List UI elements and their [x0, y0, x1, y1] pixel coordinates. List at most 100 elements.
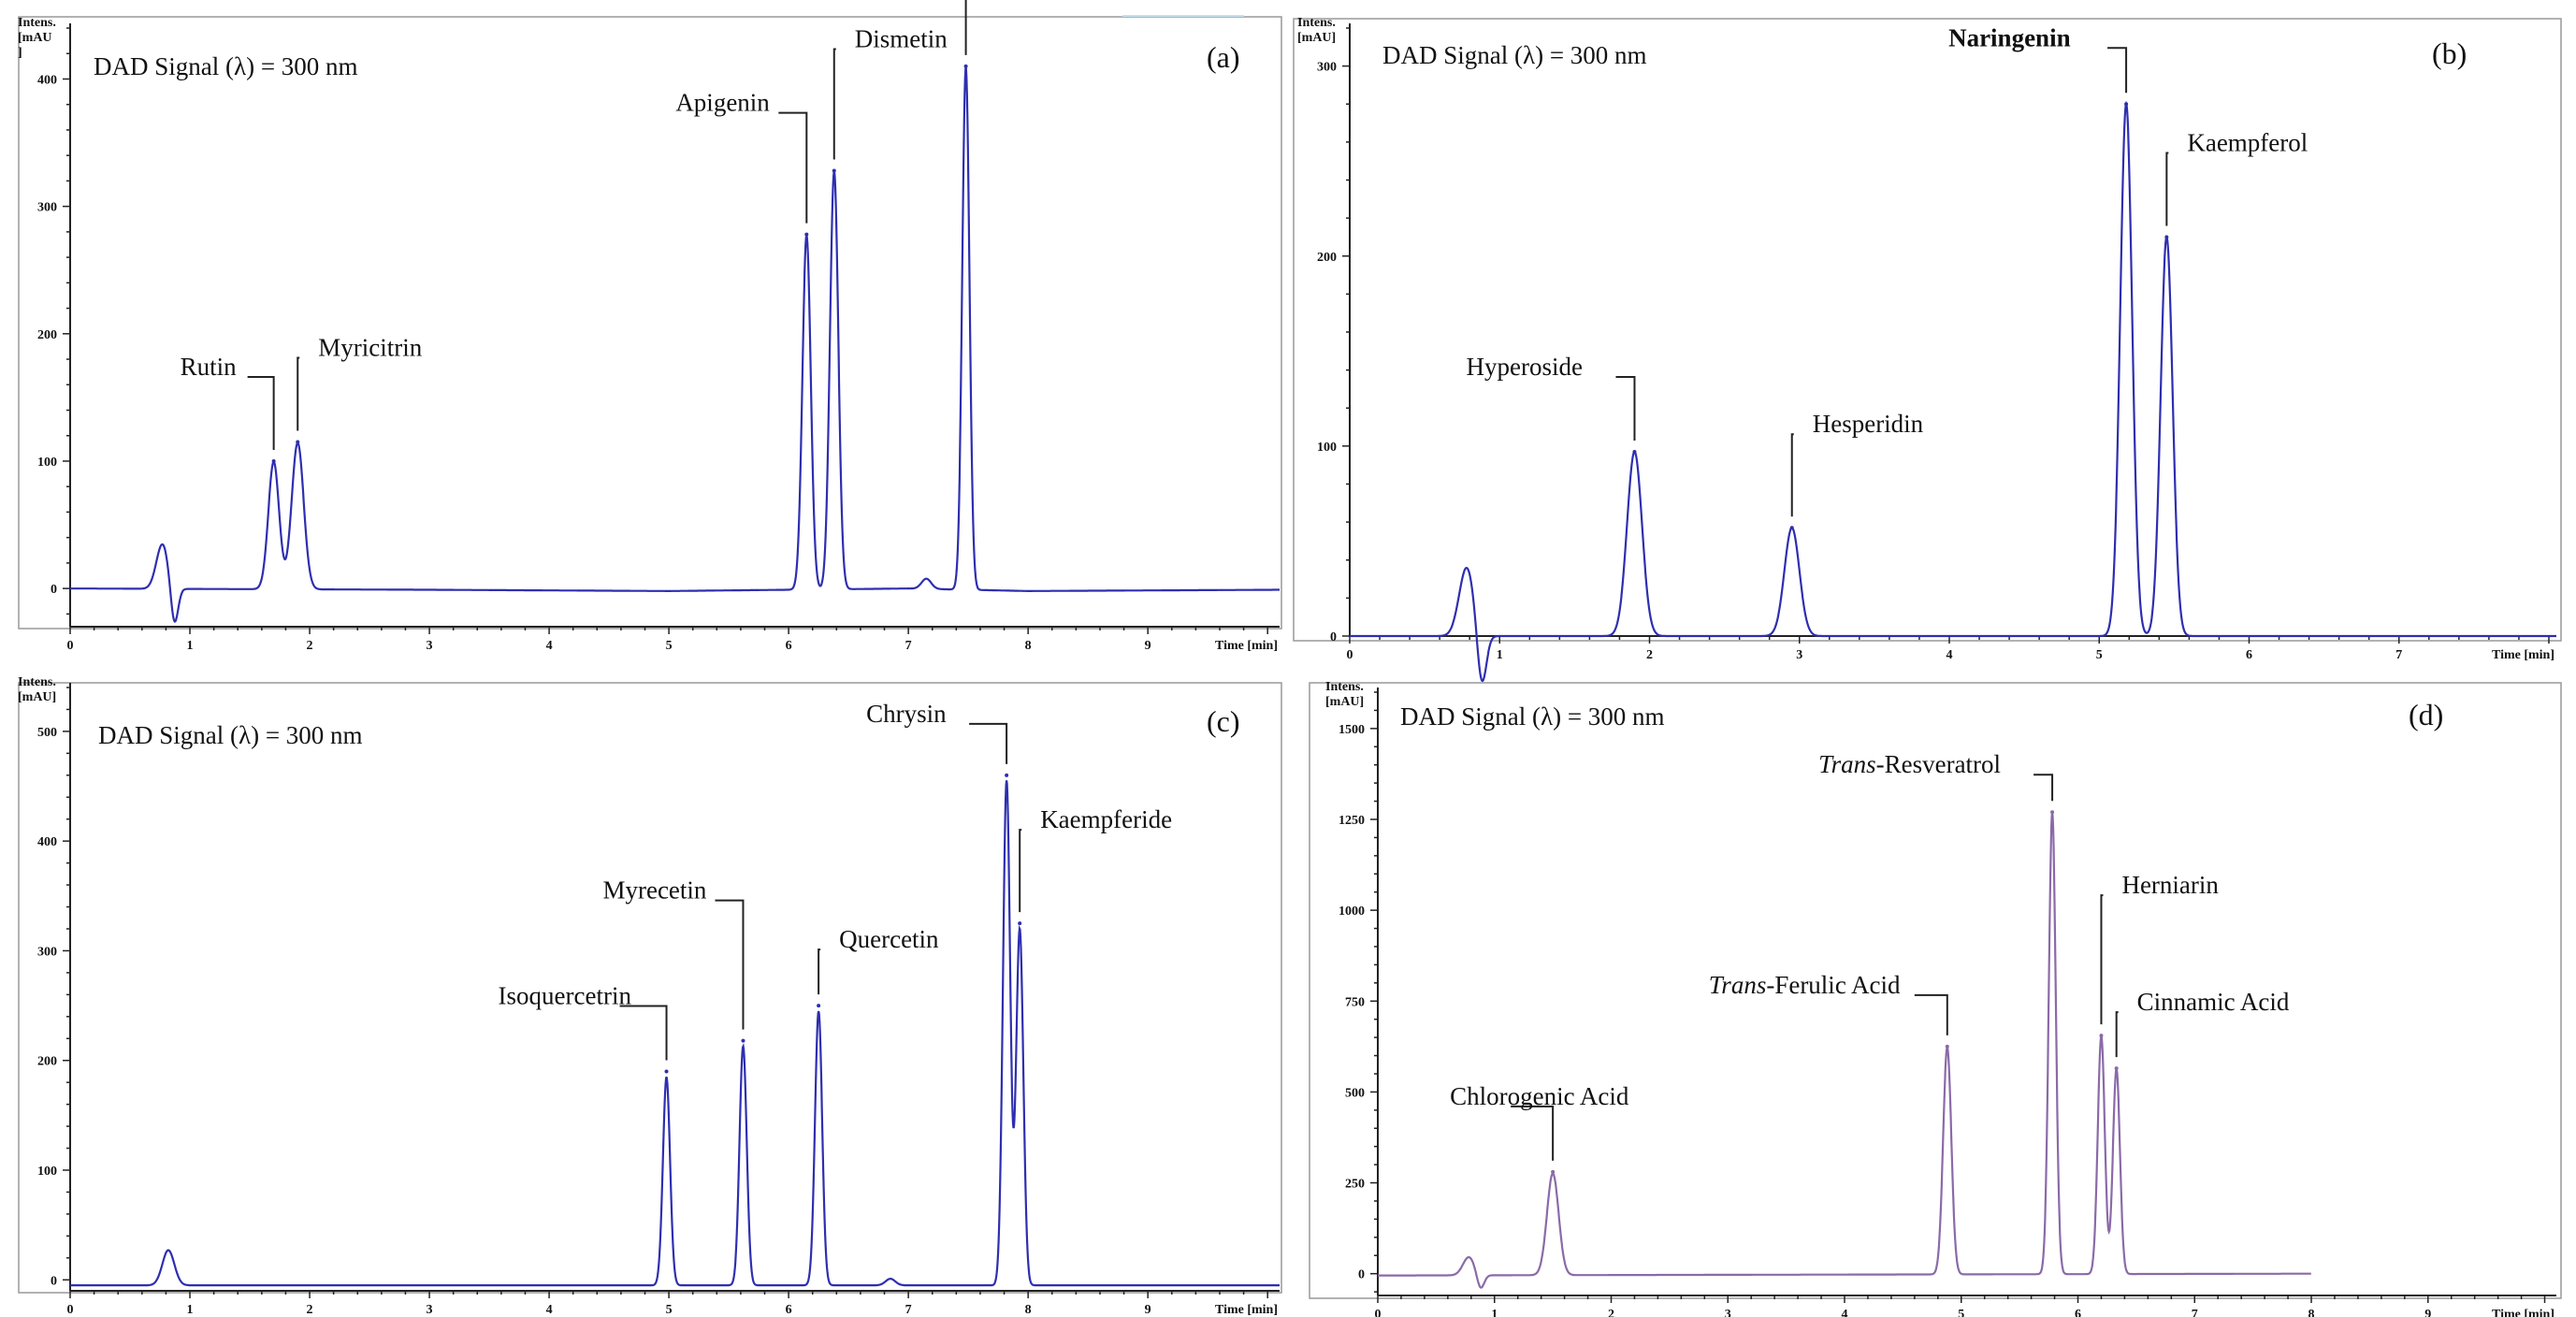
peak-leader-line: [2100, 894, 2104, 1025]
x-tick-label: 8: [2308, 1308, 2315, 1317]
x-tick-label: 5: [666, 1303, 673, 1317]
panel-label: (c): [1207, 704, 1240, 738]
x-axis-title: Time [min]: [2492, 648, 2554, 662]
peak-leader-line: [619, 1005, 668, 1061]
x-axis-title: Time [min]: [1215, 1303, 1278, 1317]
peak-label: Trans-Ferulic Acid: [1709, 971, 1901, 999]
peak-apex-marker: [296, 440, 300, 444]
peak-leader-line: [2165, 152, 2169, 226]
peak-label-text: Herniarin: [2121, 871, 2219, 899]
peak-label-text: Quercetin: [839, 925, 939, 953]
y-tick-label: 300: [37, 945, 57, 959]
peak-label: Hyperoside: [1466, 353, 1582, 381]
panel-frame: [1293, 18, 2562, 642]
y-axis-title: [mAU]: [18, 690, 56, 704]
peak-leader-line: [1914, 993, 1948, 1035]
y-tick-label: 750: [1345, 995, 1365, 1009]
peak-label-text: Naringenin: [1948, 23, 2071, 51]
peak-label: Hesperidin: [1813, 410, 1924, 438]
peak-leader-line: [2033, 774, 2054, 802]
chromatogram-panel-d: 0 1 2 3 4 5 6 7 8 9 Time [min] 0 250 500 750 1000 1250 15…: [1309, 680, 2562, 1317]
signal-title: DAD Signal (λ) = 300 nm: [1382, 41, 1647, 69]
signal-trace: [1378, 812, 2311, 1289]
peak-leader-line: [818, 948, 821, 995]
peak-apex-marker: [2124, 102, 2129, 107]
peak-label: Chrysin: [866, 700, 947, 728]
x-tick-label: 9: [1145, 1303, 1151, 1317]
x-tick-label: 3: [427, 639, 433, 653]
peak-label: Myricitrin: [318, 334, 422, 362]
peak-label: Cinnamic Acid: [2137, 988, 2290, 1016]
peak-apex-marker: [1005, 773, 1009, 777]
y-axis-title: Intens.: [18, 675, 56, 689]
y-tick-label: 200: [37, 1055, 57, 1069]
x-tick-label: 1: [187, 639, 194, 653]
panel-frame: [1309, 682, 2562, 1299]
peak-label-text: Myricitrin: [318, 334, 422, 362]
x-tick-label: 7: [905, 639, 912, 653]
panel-frame: [18, 16, 1282, 630]
peak-label: Trans-Resveratrol: [1818, 750, 2001, 778]
peak-label-text: Hesperidin: [1813, 410, 1924, 438]
y-tick-label: 100: [37, 1165, 57, 1179]
y-tick-label: 0: [51, 1274, 57, 1288]
peak-leader-line: [969, 722, 1008, 764]
peak-label-text: Kaempferide: [1040, 805, 1172, 833]
peak-leader-line: [1019, 829, 1022, 913]
peak-label-text: -Resveratrol: [1876, 750, 2001, 778]
peak-label-italic: Trans: [1818, 750, 1876, 778]
y-axis-title: [mAU]: [1325, 695, 1364, 709]
signal-trace: [70, 780, 1280, 1287]
x-tick-label: 0: [1347, 648, 1353, 662]
peak-label: Kaempferide: [1040, 805, 1172, 833]
x-tick-label: 9: [1145, 639, 1151, 653]
peak-label: Rutin: [181, 353, 238, 381]
peak-label-text: Kaempferol: [2187, 128, 2308, 156]
peak-leader-line: [778, 111, 808, 224]
x-tick-label: 9: [2424, 1308, 2431, 1317]
x-tick-label: 6: [786, 639, 792, 653]
chromatogram-panel-b: 0 1 2 3 4 5 6 7 Time [min] 0 100 200 300 Intens.[mAU]…: [1293, 16, 2562, 683]
x-tick-label: 6: [2246, 648, 2252, 662]
panel-label: (b): [2432, 36, 2467, 70]
peak-leader-line: [1511, 1105, 1555, 1161]
peak-apex-marker: [664, 1069, 669, 1074]
y-tick-label: 300: [1317, 61, 1337, 75]
y-tick-label: 300: [37, 201, 57, 215]
y-axis-title: [mAU]: [1297, 31, 1336, 45]
y-tick-label: 100: [37, 456, 57, 470]
y-axis-title: Intens.: [1297, 16, 1336, 30]
y-tick-label: 100: [1317, 441, 1337, 455]
x-tick-label: 2: [307, 1303, 313, 1317]
peak-label: Dismetin: [855, 25, 948, 53]
y-tick-label: 0: [51, 583, 57, 597]
peak-leader-line: [715, 899, 745, 1030]
y-tick-label: 1000: [1339, 905, 1365, 919]
x-tick-label: 0: [1375, 1308, 1382, 1317]
x-tick-label: 4: [1946, 648, 1952, 662]
peak-leader-line: [1615, 375, 1636, 441]
peak-label: Herniarin: [2121, 871, 2219, 899]
x-tick-label: 1: [1491, 1308, 1498, 1317]
peak-apex-marker: [832, 168, 836, 173]
x-tick-label: 7: [905, 1303, 912, 1317]
y-tick-label: 400: [37, 73, 57, 87]
x-tick-label: 1: [187, 1303, 194, 1317]
peak-apex-marker: [1632, 449, 1637, 454]
peak-label: Chlorogenic Acid: [1450, 1082, 1629, 1110]
signal-trace: [1350, 100, 2556, 683]
x-tick-label: 7: [2192, 1308, 2198, 1317]
y-tick-label: 0: [1358, 1268, 1365, 1282]
signal-title: DAD Signal (λ) = 300 nm: [1400, 702, 1665, 731]
peak-apex-marker: [271, 458, 276, 463]
peak-apex-marker: [1789, 526, 1794, 530]
y-axis-title: Intens.: [18, 16, 56, 30]
x-tick-label: 1: [1497, 648, 1503, 662]
peak-apex-marker: [2099, 1034, 2104, 1038]
signal-title: DAD Signal (λ) = 300 nm: [98, 721, 363, 749]
y-tick-label: 200: [1317, 251, 1337, 265]
y-tick-label: 250: [1345, 1178, 1365, 1192]
peak-label-text: Myrecetin: [602, 876, 706, 905]
x-tick-label: 2: [307, 639, 313, 653]
